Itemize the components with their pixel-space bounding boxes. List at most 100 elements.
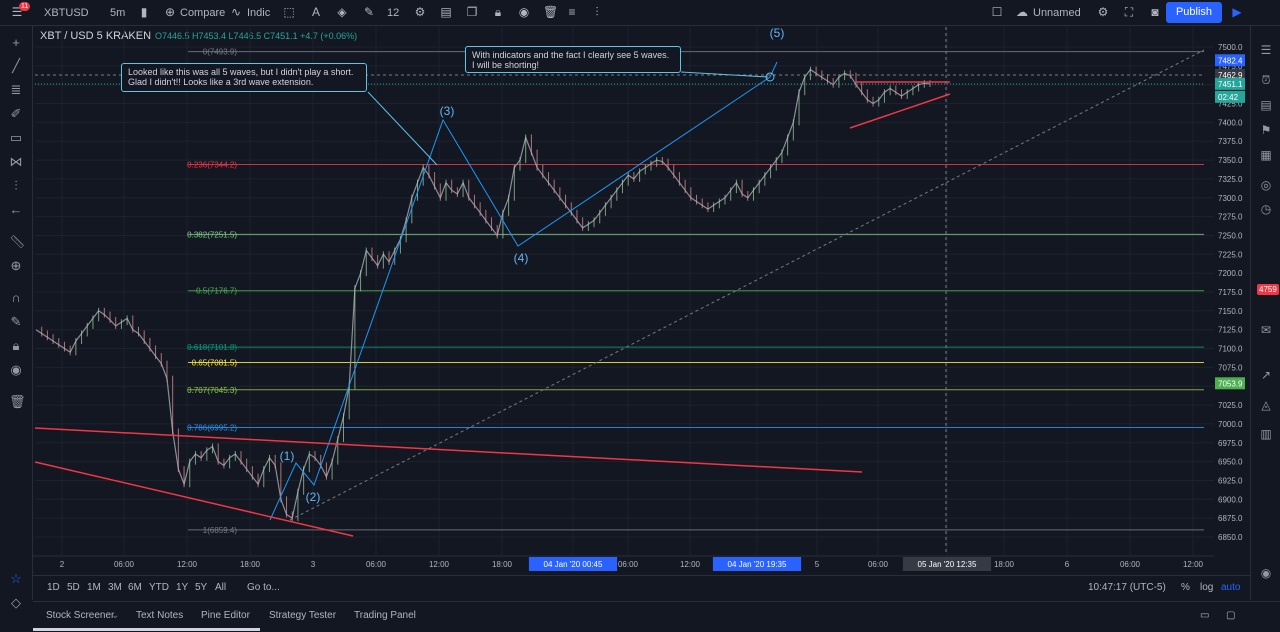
ideas-icon[interactable]: ◎ (1260, 178, 1272, 192)
range-1y[interactable]: 1Y (176, 582, 189, 593)
favorites-star-icon[interactable]: ☆ (10, 571, 22, 586)
calendar-icon[interactable]: ▦ (1260, 148, 1272, 162)
goto-button[interactable]: Go to... (247, 582, 280, 593)
tab-strategy-tester[interactable]: Strategy Tester (269, 610, 337, 621)
y-tick-label: 7325.0 (1218, 175, 1243, 184)
maximize-panel-icon[interactable]: ▢ (1226, 610, 1236, 621)
lock-drawings-icon[interactable]: 🔒︎ (12, 338, 20, 353)
text-icon[interactable]: ▭ (9, 130, 23, 145)
crosshair-icon[interactable]: + (12, 35, 20, 50)
line-color-icon[interactable]: ✎ (363, 5, 375, 19)
trends-icon[interactable]: ↗ (1260, 368, 1272, 382)
y-tick-label: 6975.0 (1218, 439, 1243, 448)
zoom-icon[interactable]: ⊕ (10, 258, 22, 273)
minimize-panel-icon[interactable]: ▭ (1200, 610, 1210, 621)
range-1d[interactable]: 1D (47, 582, 60, 593)
elliott-wave-line (269, 61, 778, 521)
layout-name[interactable]: Unnamed (1033, 7, 1081, 19)
help-icon[interactable]: ◉ (1260, 566, 1272, 580)
text-color-icon[interactable]: A (311, 5, 320, 19)
price-series (35, 66, 931, 522)
chats-icon[interactable]: ✉ (1260, 323, 1272, 337)
data-window-icon[interactable]: ▤ (1260, 98, 1272, 112)
y-tick-label: 7475.0 (1218, 62, 1243, 71)
price-chart[interactable]: 0(7493.9) 0.236(7344.2) 0.382(7251.5) 0.5(7… (0, 0, 1250, 575)
interval-selector[interactable]: 5m (110, 7, 126, 19)
visibility-icon[interactable]: ◉ (10, 362, 22, 377)
auto-toggle[interactable]: auto (1221, 582, 1241, 593)
clock[interactable]: 10:47:17 (UTC-5) (1088, 582, 1166, 593)
trendline-icon[interactable]: ╱ (12, 58, 20, 73)
chevron-down-icon[interactable]: ⌄ (111, 610, 120, 621)
prediction-icon[interactable]: ⫶ (14, 178, 18, 193)
compare-button[interactable]: Compare (180, 7, 226, 19)
back-arrow-icon[interactable]: ← (9, 202, 23, 217)
tab-stock-screener[interactable]: Stock Screener (46, 610, 115, 621)
range-5d[interactable]: 5D (67, 582, 80, 593)
indicators-button[interactable]: Indic (247, 7, 271, 19)
tab-pine-editor[interactable]: Pine Editor (201, 610, 250, 621)
note2-pointer (680, 71, 769, 78)
y-tick-label: 7225.0 (1218, 250, 1243, 259)
clone-icon[interactable]: ❐ (466, 5, 478, 19)
brush-icon[interactable]: ✐ (10, 106, 22, 121)
scrollbar[interactable] (33, 628, 260, 631)
publish-button[interactable]: Publish (1166, 2, 1222, 23)
align-icon[interactable]: ≡ (568, 5, 576, 19)
price-label-bg (1215, 377, 1245, 390)
range-ytd[interactable]: YTD (149, 582, 169, 593)
brush-size-selector[interactable]: 12 (387, 7, 400, 19)
ruler-icon[interactable]: 📏︎ (9, 234, 26, 249)
streams-icon[interactable]: ◷ (1260, 202, 1272, 216)
checkbox-icon[interactable]: ☐ (991, 5, 1003, 19)
candles-icon[interactable]: ▮ (140, 5, 148, 19)
layers-icon[interactable]: ◇ (11, 595, 21, 610)
range-3m[interactable]: 3M (108, 582, 122, 593)
wave-label: (5) (770, 26, 785, 40)
watchlist-icon[interactable]: ☰ (1260, 43, 1272, 57)
y-tick-label: 7125.0 (1218, 326, 1243, 335)
tab-text-notes[interactable]: Text Notes (136, 610, 184, 621)
lock-icon[interactable]: 🔒︎ (494, 5, 502, 19)
remove-drawings-icon[interactable]: 🗑︎ (9, 394, 26, 409)
magnet-icon[interactable]: ∩ (11, 290, 21, 305)
settings-icon[interactable]: ⚙ (414, 5, 426, 19)
pencil-lock-icon[interactable]: ✎ (10, 314, 22, 329)
hotlist-icon[interactable]: ⚑ (1260, 123, 1272, 137)
annotation-note-2[interactable]: With indicators and the fact I clearly s… (465, 46, 681, 73)
log-toggle[interactable]: log (1200, 582, 1214, 593)
fib-icon[interactable]: ≣ (10, 82, 22, 97)
trash-icon[interactable]: 🗑︎ (543, 5, 559, 19)
cloud-icon[interactable]: ☁ (1016, 5, 1028, 19)
time-highlight (528, 557, 618, 571)
eye-icon[interactable]: ◉ (518, 5, 530, 19)
note1-line1: Looked like this was all 5 waves, but I … (128, 67, 354, 77)
tab-trading-panel[interactable]: Trading Panel (354, 610, 416, 621)
chat-badge[interactable]: 4759 (1257, 284, 1279, 295)
menu-icon[interactable]: ☰ (11, 5, 23, 19)
fill-icon[interactable]: ◈ (337, 5, 347, 19)
plus-icon[interactable]: ⊕ (164, 5, 176, 19)
range-6m[interactable]: 6M (128, 582, 142, 593)
percent-toggle[interactable]: % (1181, 582, 1190, 593)
range-all[interactable]: All (215, 582, 227, 593)
play-icon[interactable]: ▶ (1232, 5, 1242, 19)
shape-icon[interactable]: ⬚ (283, 5, 295, 19)
pattern-icon[interactable]: ⋈ (9, 154, 23, 169)
template-icon[interactable]: ▤ (440, 5, 452, 19)
range-5y[interactable]: 5Y (195, 582, 208, 593)
camera-icon[interactable]: ◙ (1151, 5, 1159, 19)
range-1m[interactable]: 1M (87, 582, 101, 593)
x-tick-label: 18:00 (492, 560, 513, 569)
annotation-note-1[interactable]: Looked like this was all 5 waves, but I … (121, 63, 367, 92)
top-toolbar: ☰ 11 XBTUSD 5m ▮ ⊕ Compare ∿ Indic ⬚ A ◈… (0, 0, 1280, 26)
chart-settings-icon[interactable]: ⚙ (1097, 5, 1109, 19)
x-tick-label: 04 Jan '20 19:35 (728, 560, 787, 569)
indicator-icon[interactable]: ∿ (230, 5, 242, 19)
orders-icon[interactable]: ▥ (1260, 427, 1272, 441)
symbol-search[interactable]: XBTUSD (44, 7, 89, 19)
signals-icon[interactable]: ◬ (1261, 398, 1271, 412)
alerts-icon[interactable]: ⏰︎ (1261, 73, 1271, 87)
fullscreen-icon[interactable]: ⛶ (1124, 5, 1134, 19)
chart-icon[interactable]: ⫶ (595, 5, 599, 19)
